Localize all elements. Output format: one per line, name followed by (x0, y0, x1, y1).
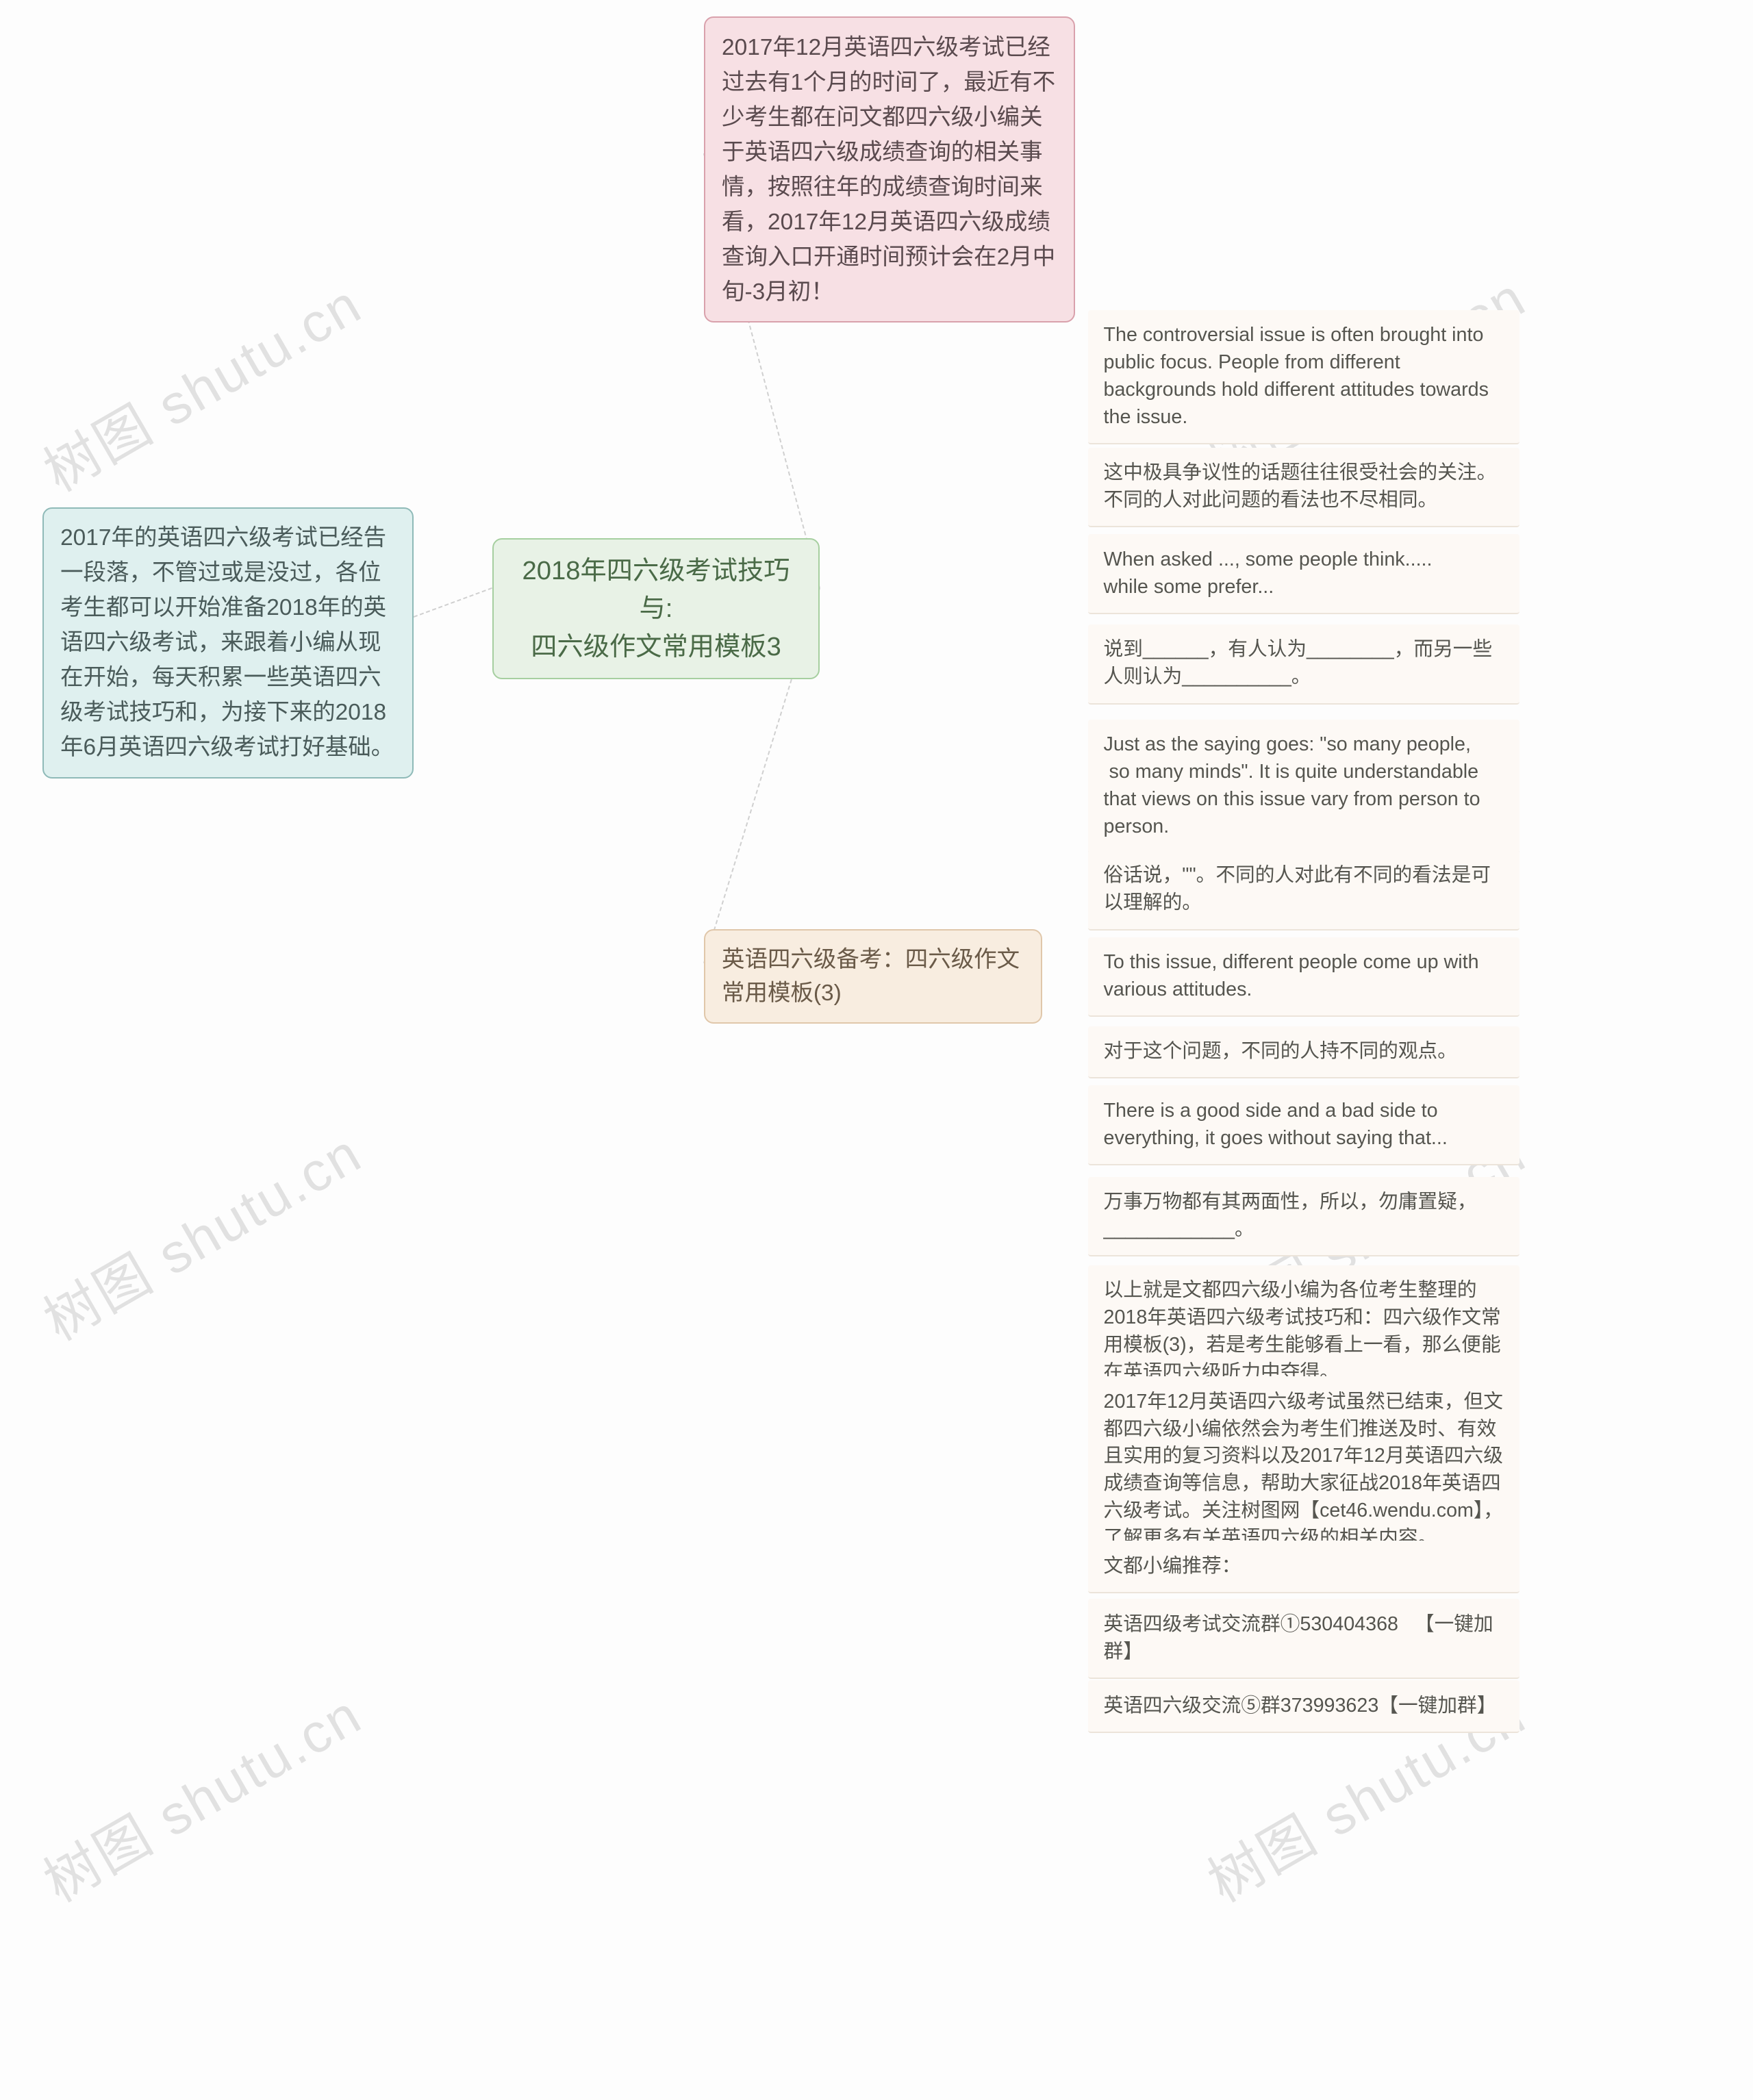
leaf-node: 英语四六级交流⑤群373993623【一键加群】 (1088, 1680, 1519, 1733)
leaf-node-text: When asked ..., some people think..... w… (1104, 546, 1504, 601)
leaf-node-text: To this issue, different people come up … (1104, 949, 1504, 1004)
leaf-node: 万事万物都有其两面性，所以，勿庸置疑，____________。 (1088, 1177, 1519, 1257)
branch-orange-text: 英语四六级备考：四六级作文常用模板(3) (722, 943, 1024, 1011)
leaf-node: 文都小编推荐： (1088, 1541, 1519, 1593)
leaf-node-text: 英语四级考试交流群①530404368 【一键加群】 (1104, 1611, 1504, 1666)
watermark: 树图 shutu.cn (27, 1110, 374, 1356)
leaf-node: 这中极具争议性的话题往往很受社会的关注。不同的人对此问题的看法也不尽相同。 (1088, 448, 1519, 528)
branch-pink: 2017年12月英语四六级考试已经过去有1个月的时间了，最近有不少考生都在问文都… (704, 16, 1075, 322)
leaf-node: To this issue, different people come up … (1088, 937, 1519, 1017)
leaf-node: 对于这个问题，不同的人持不同的观点。 (1088, 1026, 1519, 1079)
leaf-node-text: 说到______，有人认为________，而另一些人则认为__________… (1104, 636, 1504, 691)
center-title-text: 2018年四六级考试技巧与: 四六级作文常用模板3 (510, 552, 802, 666)
leaf-node-text: Just as the saying goes: "so many people… (1104, 731, 1504, 840)
leaf-node-text: 对于这个问题，不同的人持不同的观点。 (1104, 1038, 1504, 1065)
leaf-node: 说到______，有人认为________，而另一些人则认为__________… (1088, 624, 1519, 705)
leaf-node-text: 以上就是文都四六级小编为各位考生整理的2018年英语四六级考试技巧和：四六级作文… (1104, 1277, 1504, 1386)
intro-note: 2017年的英语四六级考试已经告一段落，不管过或是没过，各位考生都可以开始准备2… (42, 507, 414, 779)
leaf-node: There is a good side and a bad side to e… (1088, 1085, 1519, 1165)
leaf-node-text: 这中极具争议性的话题往往很受社会的关注。不同的人对此问题的看法也不尽相同。 (1104, 459, 1504, 514)
leaf-node-text: 文都小编推荐： (1104, 1553, 1504, 1580)
leaf-node: Just as the saying goes: "so many people… (1088, 720, 1519, 854)
leaf-node-text: There is a good side and a bad side to e… (1104, 1098, 1504, 1152)
mindmap-canvas: 树图 shutu.cn 树图 shutu.cn 树图 shutu.cn 树图 s… (0, 0, 1753, 2100)
intro-note-text: 2017年的英语四六级考试已经告一段落，不管过或是没过，各位考生都可以开始准备2… (60, 520, 396, 765)
branch-orange: 英语四六级备考：四六级作文常用模板(3) (704, 929, 1042, 1024)
leaf-node: When asked ..., some people think..... w… (1088, 534, 1519, 614)
leaf-node: 英语四级考试交流群①530404368 【一键加群】 (1088, 1599, 1519, 1679)
center-title: 2018年四六级考试技巧与: 四六级作文常用模板3 (492, 538, 820, 679)
leaf-node-text: The controversial issue is often brought… (1104, 322, 1504, 431)
watermark: 树图 shutu.cn (27, 1671, 374, 1917)
leaf-node-text: 2017年12月英语四六级考试虽然已结束，但文都四六级小编依然会为考生们推送及时… (1104, 1389, 1504, 1552)
watermark: 树图 shutu.cn (27, 261, 374, 507)
leaf-node: 俗话说，""。不同的人对此有不同的看法是可以理解的。 (1088, 850, 1519, 931)
leaf-node: The controversial issue is often brought… (1088, 310, 1519, 444)
leaf-node: 2017年12月英语四六级考试虽然已结束，但文都四六级小编依然会为考生们推送及时… (1088, 1376, 1519, 1565)
leaf-node-text: 俗话说，""。不同的人对此有不同的看法是可以理解的。 (1104, 862, 1504, 917)
leaf-node-text: 英语四六级交流⑤群373993623【一键加群】 (1104, 1693, 1504, 1720)
branch-pink-text: 2017年12月英语四六级考试已经过去有1个月的时间了，最近有不少考生都在问文都… (722, 30, 1057, 309)
leaf-node-text: 万事万物都有其两面性，所以，勿庸置疑，____________。 (1104, 1189, 1504, 1243)
connector-intro-title (414, 587, 492, 618)
